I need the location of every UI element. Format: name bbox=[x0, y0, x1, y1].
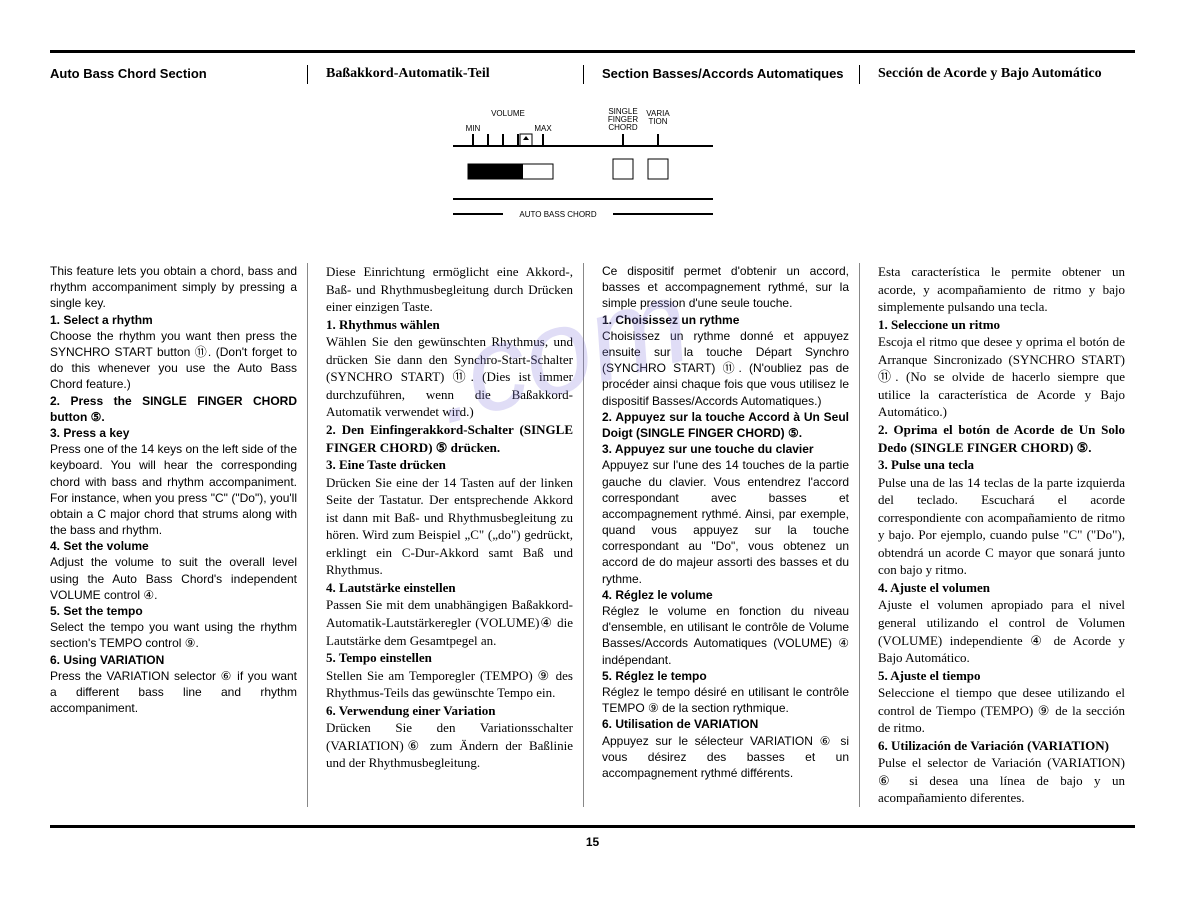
es-s4-title: 4. Ajuste el volumen bbox=[878, 579, 1125, 597]
fr-s4-body: Réglez le volume en fonction du niveau d… bbox=[602, 603, 849, 668]
de-s2-title: 2. Den Einfingerakkord-Schalter (SINGLE … bbox=[326, 421, 573, 456]
column-en: This feature lets you obtain a chord, ba… bbox=[50, 263, 308, 807]
fr-s4-title: 4. Réglez le volume bbox=[602, 587, 849, 603]
de-s5-body: Stellen Sie am Temporegler (TEMPO) ⑨ des… bbox=[326, 667, 573, 702]
es-s3-body: Pulse una de las 14 teclas de la parte i… bbox=[878, 474, 1125, 579]
fr-s5-body: Réglez le tempo désiré en utilisant le c… bbox=[602, 684, 849, 716]
header-en: Auto Bass Chord Section bbox=[50, 65, 308, 84]
header-es: Sección de Acorde y Bajo Automático bbox=[878, 65, 1135, 84]
top-rule bbox=[50, 50, 1135, 53]
en-s3-body: Press one of the 14 keys on the left sid… bbox=[50, 441, 297, 538]
column-es: Esta característica le permite obtener u… bbox=[878, 263, 1135, 807]
es-s6-title: 6. Utilización de Variación (VARIATION) bbox=[878, 737, 1125, 755]
en-intro: This feature lets you obtain a chord, ba… bbox=[50, 263, 297, 312]
en-s2-title: 2. Press the SINGLE FINGER CHORD button … bbox=[50, 393, 297, 425]
label-abc: AUTO BASS CHORD bbox=[519, 210, 596, 219]
en-s3-title: 3. Press a key bbox=[50, 425, 297, 441]
de-s3-title: 3. Eine Taste drücken bbox=[326, 456, 573, 474]
de-s4-title: 4. Lautstärke einstellen bbox=[326, 579, 573, 597]
label-min: MIN bbox=[465, 124, 480, 133]
page-footer: 15 bbox=[50, 825, 1135, 850]
es-s1-body: Escoja el ritmo que desee y oprima el bo… bbox=[878, 333, 1125, 421]
de-intro: Diese Einrichtung ermöglicht eine Akkord… bbox=[326, 263, 573, 316]
en-s6-title: 6. Using VARIATION bbox=[50, 652, 297, 668]
panel-diagram: VOLUME MIN MAX SINGLE FINGER CHORD VARIA… bbox=[50, 104, 1135, 238]
label-max: MAX bbox=[534, 124, 552, 133]
de-s1-title: 1. Rhythmus wählen bbox=[326, 316, 573, 334]
fr-s3-body: Appuyez sur l'une des 14 touches de la p… bbox=[602, 457, 849, 587]
column-de: Diese Einrichtung ermöglicht eine Akkord… bbox=[326, 263, 584, 807]
fr-s6-body: Appuyez sur le sélecteur VARIATION ⑥ si … bbox=[602, 733, 849, 782]
de-s1-body: Wählen Sie den gewünschten Rhythmus, und… bbox=[326, 333, 573, 421]
fr-s2-title: 2. Appuyez sur la touche Accord à Un Seu… bbox=[602, 409, 849, 441]
es-intro: Esta característica le permite obtener u… bbox=[878, 263, 1125, 316]
es-s3-title: 3. Pulse una tecla bbox=[878, 456, 1125, 474]
svg-text:CHORD: CHORD bbox=[608, 123, 638, 132]
section-headers: Auto Bass Chord Section Baßakkord-Automa… bbox=[50, 65, 1135, 84]
en-s5-body: Select the tempo you want using the rhyt… bbox=[50, 619, 297, 651]
es-s5-title: 5. Ajuste el tiempo bbox=[878, 667, 1125, 685]
en-s1-body: Choose the rhythm you want then press th… bbox=[50, 328, 297, 393]
header-de: Baßakkord-Automatik-Teil bbox=[326, 65, 584, 84]
fr-intro: Ce dispositif permet d'obtenir un accord… bbox=[602, 263, 849, 312]
en-s4-title: 4. Set the volume bbox=[50, 538, 297, 554]
en-s4-body: Adjust the volume to suit the overall le… bbox=[50, 554, 297, 603]
fr-s1-title: 1. Choisissez un rythme bbox=[602, 312, 849, 328]
de-s6-title: 6. Verwendung einer Variation bbox=[326, 702, 573, 720]
es-s6-body: Pulse el selector de Variación (VARIATIO… bbox=[878, 754, 1125, 807]
svg-text:TION: TION bbox=[648, 117, 667, 126]
de-s6-body: Drücken Sie den Variationsschalter (VARI… bbox=[326, 719, 573, 772]
fr-s3-title: 3. Appuyez sur une touche du clavier bbox=[602, 441, 849, 457]
en-s5-title: 5. Set the tempo bbox=[50, 603, 297, 619]
body-columns: This feature lets you obtain a chord, ba… bbox=[50, 263, 1135, 807]
label-volume: VOLUME bbox=[491, 109, 525, 118]
de-s5-title: 5. Tempo einstellen bbox=[326, 649, 573, 667]
es-s2-title: 2. Oprima el botón de Acorde de Un Solo … bbox=[878, 421, 1125, 456]
es-s4-body: Ajuste el volumen apropiado para el nive… bbox=[878, 596, 1125, 666]
column-fr: Ce dispositif permet d'obtenir un accord… bbox=[602, 263, 860, 807]
header-fr: Section Basses/Accords Automatiques bbox=[602, 65, 860, 84]
es-s5-body: Seleccione el tiempo que desee utilizand… bbox=[878, 684, 1125, 737]
en-s1-title: 1. Select a rhythm bbox=[50, 312, 297, 328]
fr-s1-body: Choisissez un rythme donné et appuyez en… bbox=[602, 328, 849, 409]
de-s3-body: Drücken Sie eine der 14 Tasten auf der l… bbox=[326, 474, 573, 579]
de-s4-body: Passen Sie mit dem unabhängigen Baßakkor… bbox=[326, 596, 573, 649]
fr-s6-title: 6. Utilisation de VARIATION bbox=[602, 716, 849, 732]
en-s6-body: Press the VARIATION selector ⑥ if you wa… bbox=[50, 668, 297, 717]
fr-s5-title: 5. Réglez le tempo bbox=[602, 668, 849, 684]
es-s1-title: 1. Seleccione un ritmo bbox=[878, 316, 1125, 334]
page-number: 15 bbox=[586, 835, 599, 849]
